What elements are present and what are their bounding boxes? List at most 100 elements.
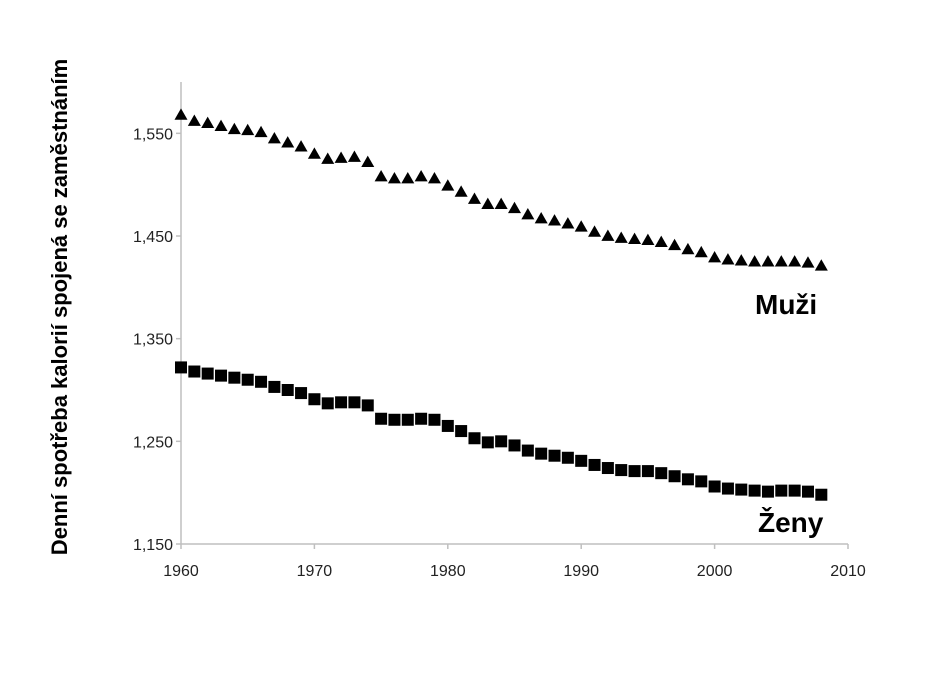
data-point-triangle <box>321 152 335 164</box>
data-point-triangle <box>641 233 655 245</box>
data-point-triangle <box>174 108 188 120</box>
data-point-triangle <box>401 172 415 184</box>
data-point-triangle <box>628 232 642 244</box>
data-point-triangle <box>201 116 215 128</box>
data-point-triangle <box>814 259 828 271</box>
x-ticks: 1960 1970 1980 1990 2000 2010 <box>163 544 866 580</box>
data-point-square <box>735 483 748 496</box>
series-muzi <box>174 108 828 271</box>
data-point-square <box>375 412 388 425</box>
data-point-square <box>761 485 774 498</box>
data-point-square <box>561 451 574 464</box>
data-point-square <box>588 458 601 471</box>
data-point-triangle <box>761 255 775 267</box>
data-point-triangle <box>281 136 295 148</box>
data-point-square <box>455 425 468 438</box>
y-tick-label: 1,250 <box>133 434 173 451</box>
data-point-square <box>681 473 694 486</box>
data-point-square <box>615 464 628 477</box>
data-point-triangle <box>614 231 628 243</box>
data-point-triangle <box>508 201 521 214</box>
x-tick-label: 1990 <box>563 563 599 580</box>
data-point-triangle <box>361 155 375 167</box>
data-point-triangle <box>774 255 788 267</box>
data-point-square <box>241 373 254 386</box>
data-point-square <box>815 488 828 501</box>
data-point-triangle <box>681 242 695 255</box>
data-point-triangle <box>721 253 735 265</box>
data-point-square <box>175 361 187 374</box>
data-point-triangle <box>588 225 602 237</box>
data-point-square <box>401 413 414 426</box>
data-point-triangle <box>574 220 588 232</box>
x-tick-label: 2000 <box>697 563 733 580</box>
data-point-square <box>575 454 588 467</box>
data-point-triangle <box>601 229 615 241</box>
data-point-square <box>468 432 481 445</box>
data-point-square <box>668 470 681 483</box>
data-point-triangle <box>454 185 468 197</box>
data-point-square <box>228 371 241 384</box>
data-point-triangle <box>374 169 388 182</box>
data-point-square <box>801 485 814 498</box>
series-label-zeny: Ženy <box>758 507 824 538</box>
data-point-square <box>268 380 281 393</box>
data-point-square <box>188 365 201 378</box>
series-label-muzi: Muži <box>755 289 817 320</box>
data-point-square <box>281 384 294 396</box>
data-point-triangle <box>561 217 575 229</box>
data-point-square <box>321 397 334 410</box>
data-point-triangle <box>708 251 722 263</box>
data-point-triangle <box>534 212 548 224</box>
data-point-square <box>748 484 761 497</box>
data-point-square <box>215 369 228 382</box>
data-point-triangle <box>788 255 802 267</box>
data-point-square <box>721 482 734 495</box>
data-point-triangle <box>441 179 455 191</box>
data-point-square <box>628 465 641 478</box>
data-point-square <box>708 480 721 493</box>
data-point-triangle <box>241 123 255 136</box>
data-point-triangle <box>214 119 228 132</box>
data-point-triangle <box>548 214 562 226</box>
data-point-triangle <box>734 254 748 266</box>
x-tick-label: 1970 <box>297 563 333 580</box>
x-tick-label: 2010 <box>830 563 866 580</box>
series-zeny <box>175 361 828 501</box>
data-point-triangle <box>668 238 682 251</box>
y-axis-label: Denní spotřeba kalorií spojená se zaměst… <box>47 59 72 555</box>
data-point-square <box>308 393 321 406</box>
y-ticks: 1,150 1,250 1,350 1,450 1,550 <box>133 126 181 554</box>
data-point-triangle <box>481 197 495 210</box>
data-point-triangle <box>294 140 308 152</box>
y-tick-label: 1,450 <box>133 229 173 246</box>
data-point-square <box>201 367 214 380</box>
data-point-square <box>441 419 454 432</box>
data-point-square <box>495 435 508 448</box>
data-point-triangle <box>427 172 441 184</box>
data-point-square <box>508 439 521 452</box>
data-point-triangle <box>654 235 668 248</box>
data-point-triangle <box>387 172 401 184</box>
data-point-triangle <box>801 256 815 268</box>
data-point-triangle <box>521 207 535 220</box>
y-tick-label: 1,550 <box>133 126 173 143</box>
data-point-square <box>388 413 401 426</box>
data-point-square <box>641 465 654 478</box>
data-point-square <box>361 399 374 412</box>
data-point-square <box>548 449 561 462</box>
data-point-triangle <box>334 151 348 163</box>
data-point-triangle <box>254 125 268 138</box>
data-point-triangle <box>694 245 708 258</box>
x-tick-label: 1980 <box>430 563 466 580</box>
data-point-triangle <box>227 122 241 135</box>
data-point-triangle <box>187 114 201 126</box>
data-point-triangle <box>307 147 321 159</box>
data-point-square <box>295 387 308 400</box>
data-point-square <box>335 396 348 409</box>
data-point-square <box>775 484 788 497</box>
data-point-square <box>695 475 708 488</box>
data-point-square <box>601 462 614 475</box>
data-point-triangle <box>748 255 762 267</box>
data-point-square <box>521 444 534 457</box>
